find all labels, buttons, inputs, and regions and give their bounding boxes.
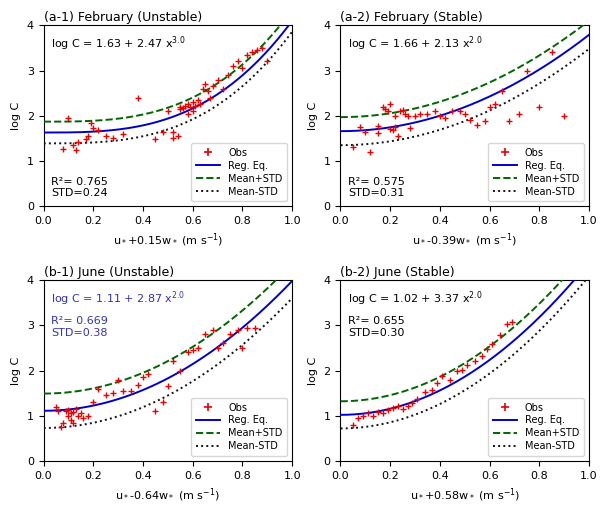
Text: (b-1) June (Unstable): (b-1) June (Unstable) <box>43 266 174 279</box>
Text: log C = 1.11 + 2.87 x$^{2.0}$: log C = 1.11 + 2.87 x$^{2.0}$ <box>51 289 185 307</box>
Legend: Obs, Reg. Eq., Mean+STD, Mean-STD: Obs, Reg. Eq., Mean+STD, Mean-STD <box>191 143 287 201</box>
X-axis label: u$_*$-0.39w$_*$ (m s$^{-1}$): u$_*$-0.39w$_*$ (m s$^{-1}$) <box>412 232 517 249</box>
Legend: Obs, Reg. Eq., Mean+STD, Mean-STD: Obs, Reg. Eq., Mean+STD, Mean-STD <box>488 398 584 456</box>
X-axis label: u$_*$+0.58w$_*$ (m s$^{-1}$): u$_*$+0.58w$_*$ (m s$^{-1}$) <box>410 486 520 504</box>
X-axis label: u$_*$-0.64w$_*$ (m s$^{-1}$): u$_*$-0.64w$_*$ (m s$^{-1}$) <box>115 486 220 504</box>
Y-axis label: log C: log C <box>308 356 318 385</box>
Legend: Obs, Reg. Eq., Mean+STD, Mean-STD: Obs, Reg. Eq., Mean+STD, Mean-STD <box>191 398 287 456</box>
Text: (a-2) February (Stable): (a-2) February (Stable) <box>340 11 483 24</box>
Y-axis label: log C: log C <box>11 101 21 130</box>
X-axis label: u$_*$+0.15w$_*$ (m s$^{-1}$): u$_*$+0.15w$_*$ (m s$^{-1}$) <box>113 232 223 249</box>
Text: R²= 0.765
STD=0.24: R²= 0.765 STD=0.24 <box>51 177 108 198</box>
Text: (a-1) February (Unstable): (a-1) February (Unstable) <box>43 11 202 24</box>
Legend: Obs, Reg. Eq., Mean+STD, Mean-STD: Obs, Reg. Eq., Mean+STD, Mean-STD <box>488 143 584 201</box>
Text: log C = 1.66 + 2.13 x$^{2.0}$: log C = 1.66 + 2.13 x$^{2.0}$ <box>348 35 482 53</box>
Y-axis label: log C: log C <box>11 356 21 385</box>
Text: R²= 0.655
STD=0.30: R²= 0.655 STD=0.30 <box>348 316 404 338</box>
Text: log C = 1.02 + 3.37 x$^{2.0}$: log C = 1.02 + 3.37 x$^{2.0}$ <box>348 289 482 307</box>
Text: R²= 0.575
STD=0.31: R²= 0.575 STD=0.31 <box>348 177 405 198</box>
Text: log C = 1.63 + 2.47 x$^{3.0}$: log C = 1.63 + 2.47 x$^{3.0}$ <box>51 35 186 53</box>
Text: R²= 0.669
STD=0.38: R²= 0.669 STD=0.38 <box>51 316 108 338</box>
Text: (b-2) June (Stable): (b-2) June (Stable) <box>340 266 455 279</box>
Y-axis label: log C: log C <box>308 101 318 130</box>
